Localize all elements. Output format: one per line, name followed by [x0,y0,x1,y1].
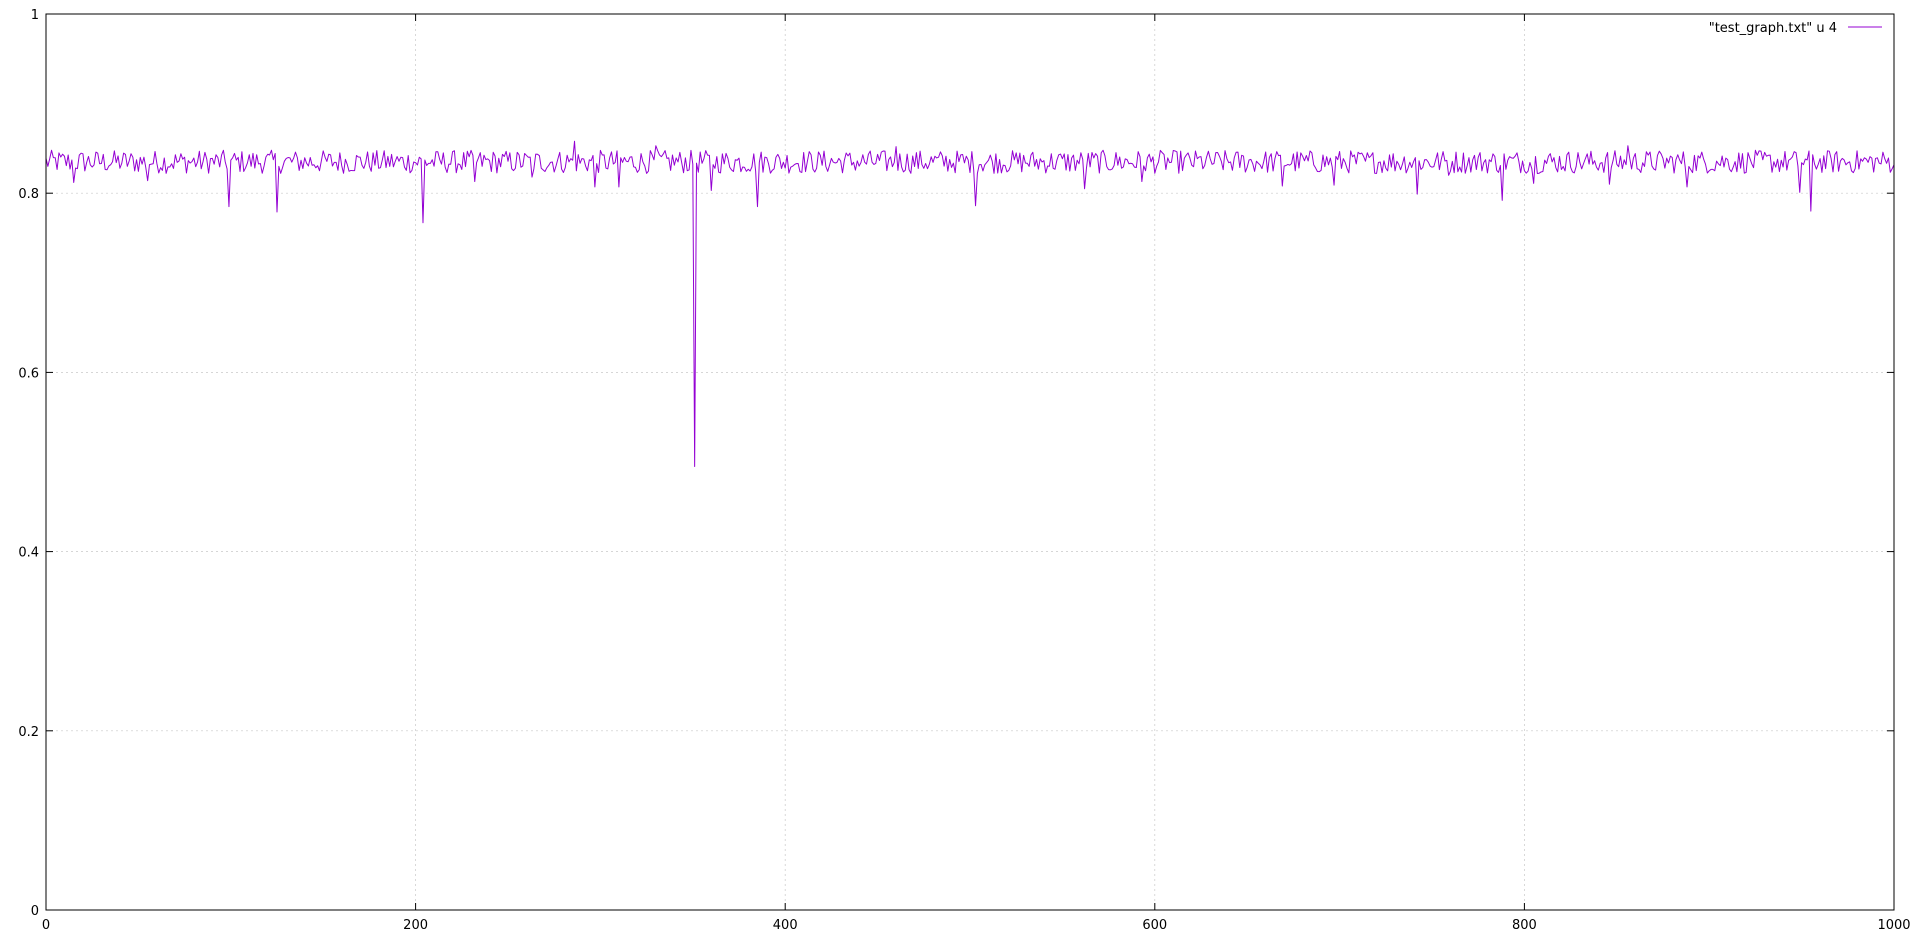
y-tick-label: 0.6 [18,366,39,381]
y-tick-label: 0.8 [18,187,39,202]
x-tick-label: 800 [1512,918,1537,933]
x-tick-label: 200 [403,918,428,933]
x-tick-label: 1000 [1877,918,1910,933]
y-tick-label: 0.2 [18,725,39,740]
x-tick-label: 600 [1142,918,1167,933]
legend: "test_graph.txt" u 4 [1709,21,1882,36]
x-tick-label: 0 [42,918,50,933]
series-layer [45,140,1895,467]
y-tick-label: 0 [31,904,39,919]
x-tick-label: 400 [773,918,798,933]
plot-frame [45,13,1895,911]
series-line [45,140,1895,467]
legend-label: "test_graph.txt" u 4 [1709,21,1837,36]
x-axis-tick-labels: 0 200 400 600 800 1000 [42,918,1911,933]
y-axis-tick-labels: 0 0.2 0.4 0.6 0.8 1 [18,8,39,919]
tick-marks [45,13,1895,911]
y-tick-label: 1 [31,8,39,23]
y-tick-label: 0.4 [18,546,39,561]
grid [46,14,1894,910]
